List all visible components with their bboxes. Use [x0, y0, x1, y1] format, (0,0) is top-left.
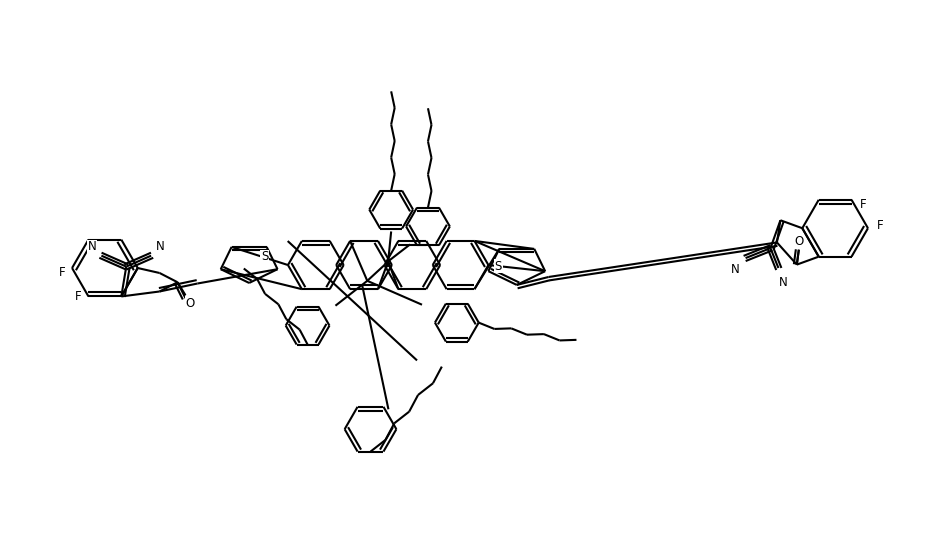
- Text: F: F: [860, 198, 867, 211]
- Text: S: S: [261, 250, 268, 263]
- Text: F: F: [76, 290, 82, 303]
- Text: F: F: [59, 267, 65, 280]
- Text: F: F: [877, 219, 884, 232]
- Text: N: N: [88, 240, 97, 253]
- Text: S: S: [495, 259, 502, 273]
- Text: N: N: [779, 276, 788, 289]
- Text: O: O: [186, 296, 195, 310]
- Text: N: N: [156, 240, 164, 253]
- Text: O: O: [794, 235, 803, 248]
- Text: N: N: [732, 263, 740, 275]
